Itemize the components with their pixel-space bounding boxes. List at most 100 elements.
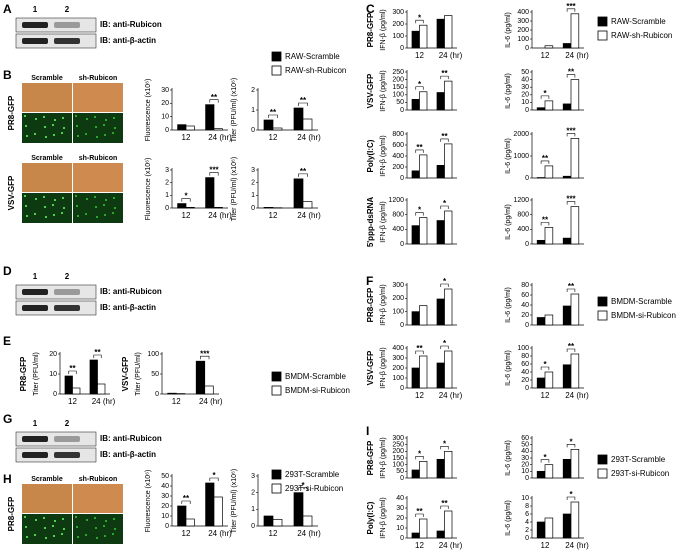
significance: * xyxy=(443,277,447,286)
y-tick-label: 40 xyxy=(521,302,529,309)
y-tick-label: 2 xyxy=(165,180,169,187)
y-tick-label: 10 xyxy=(161,114,169,121)
y-tick-label: 30 xyxy=(521,84,529,91)
bar xyxy=(544,45,554,49)
cell-dot xyxy=(77,135,79,137)
panel-letter: H xyxy=(3,472,12,486)
bar xyxy=(195,360,206,395)
y-tick-label: 50 xyxy=(161,473,169,480)
cell-dot xyxy=(77,215,79,217)
bar xyxy=(302,515,313,527)
bar xyxy=(570,13,580,49)
y-tick-label: 300 xyxy=(392,282,404,289)
cell-dot xyxy=(62,197,64,199)
significance-bracket xyxy=(415,212,424,216)
brightfield-image xyxy=(73,484,123,513)
significance: ** xyxy=(568,68,575,77)
y-axis-label: IFN-β (pg/ml) xyxy=(380,201,387,242)
row-label: VSV-GFP xyxy=(7,175,16,210)
y-axis-label: IL-6 (pg/ml) xyxy=(505,12,512,48)
bar xyxy=(436,362,445,389)
significance: * xyxy=(443,439,447,448)
legend-label: BMDM-si-Rubicon xyxy=(611,311,676,320)
significance: *** xyxy=(566,2,576,11)
y-tick-label: 20 xyxy=(521,312,529,319)
significance-bracket xyxy=(298,102,308,106)
significance: *** xyxy=(566,195,576,204)
cell-dot xyxy=(95,206,97,208)
bar xyxy=(302,201,313,209)
y-axis-label: IL-6 (pg/ml) xyxy=(505,204,512,240)
row-label: VSV-GFP xyxy=(366,73,375,108)
cell-dot xyxy=(25,125,27,127)
x-tick-label: 12 xyxy=(269,211,278,220)
y-tick-label: 0 xyxy=(400,175,404,182)
significance: ** xyxy=(300,96,307,105)
bar xyxy=(444,210,453,245)
column-header: Scramble xyxy=(31,155,63,162)
significance-bracket xyxy=(440,283,449,287)
panel-letter: A xyxy=(3,2,12,16)
y-axis-label: Titer (PFU/ml) (x10⁶) xyxy=(231,469,238,533)
bar xyxy=(436,92,445,111)
bar xyxy=(444,350,453,389)
significance: ** xyxy=(69,364,76,373)
significance: ** xyxy=(441,499,448,508)
band xyxy=(54,436,80,442)
significance-bracket xyxy=(540,95,550,99)
cell-dot xyxy=(105,520,107,522)
y-tick-label: 8 xyxy=(525,503,529,510)
cell-dot xyxy=(52,124,54,126)
y-tick-label: 300 xyxy=(392,9,404,16)
y-tick-label: 30 xyxy=(521,455,529,462)
cell-dot xyxy=(43,196,45,198)
significance: * xyxy=(543,89,547,98)
y-tick-label: 200 xyxy=(392,76,404,83)
bar xyxy=(293,492,304,527)
row-label: PR8-GFP xyxy=(366,12,375,47)
cell-dot xyxy=(75,516,77,518)
bar xyxy=(544,227,554,245)
cell-dot xyxy=(76,205,78,207)
bar xyxy=(536,377,546,389)
y-tick-label: 1 xyxy=(251,107,255,114)
bar xyxy=(570,79,580,111)
lane-number: 2 xyxy=(65,272,70,281)
bar xyxy=(411,225,420,245)
cell-dot xyxy=(114,207,116,209)
y-tick-label: 20 xyxy=(396,515,404,522)
cell-dot xyxy=(44,527,46,529)
x-tick-label: 12 xyxy=(269,529,278,538)
y-tick-label: 200 xyxy=(392,21,404,28)
cell-dot xyxy=(61,212,63,214)
bar xyxy=(544,100,554,111)
cell-dot xyxy=(113,117,115,119)
y-axis-label: IFN-β (pg/ml) xyxy=(380,437,387,478)
legend-label: RAW-Scramble xyxy=(611,17,666,26)
y-tick-label: 0 xyxy=(165,127,169,134)
y-tick-label: 0 xyxy=(165,523,169,530)
y-tick-label: 2000 xyxy=(513,131,529,138)
cell-dot xyxy=(103,124,105,126)
y-tick-label: 800 xyxy=(392,212,404,219)
bar xyxy=(263,515,274,527)
bar xyxy=(419,460,428,479)
y-tick-label: 1 xyxy=(251,192,255,199)
bar xyxy=(544,371,554,389)
significance-bracket xyxy=(181,500,191,504)
x-tick-label: 12 xyxy=(415,391,424,400)
cell-dot xyxy=(34,534,36,536)
cell-dot xyxy=(43,517,45,519)
y-tick-label: 250 xyxy=(392,69,404,76)
legend-swatch xyxy=(597,30,608,41)
y-tick-label: 40 xyxy=(521,369,529,376)
y-tick-label: 0 xyxy=(155,391,159,398)
significance-bracket xyxy=(415,19,424,24)
blot-label: IB: anti-Rubicon xyxy=(100,287,162,296)
bar xyxy=(97,383,106,395)
brightfield-image xyxy=(22,484,72,513)
significance: ** xyxy=(441,69,448,78)
cell-dot xyxy=(86,198,88,200)
y-tick-label: 50 xyxy=(396,99,404,106)
bar xyxy=(185,125,195,131)
